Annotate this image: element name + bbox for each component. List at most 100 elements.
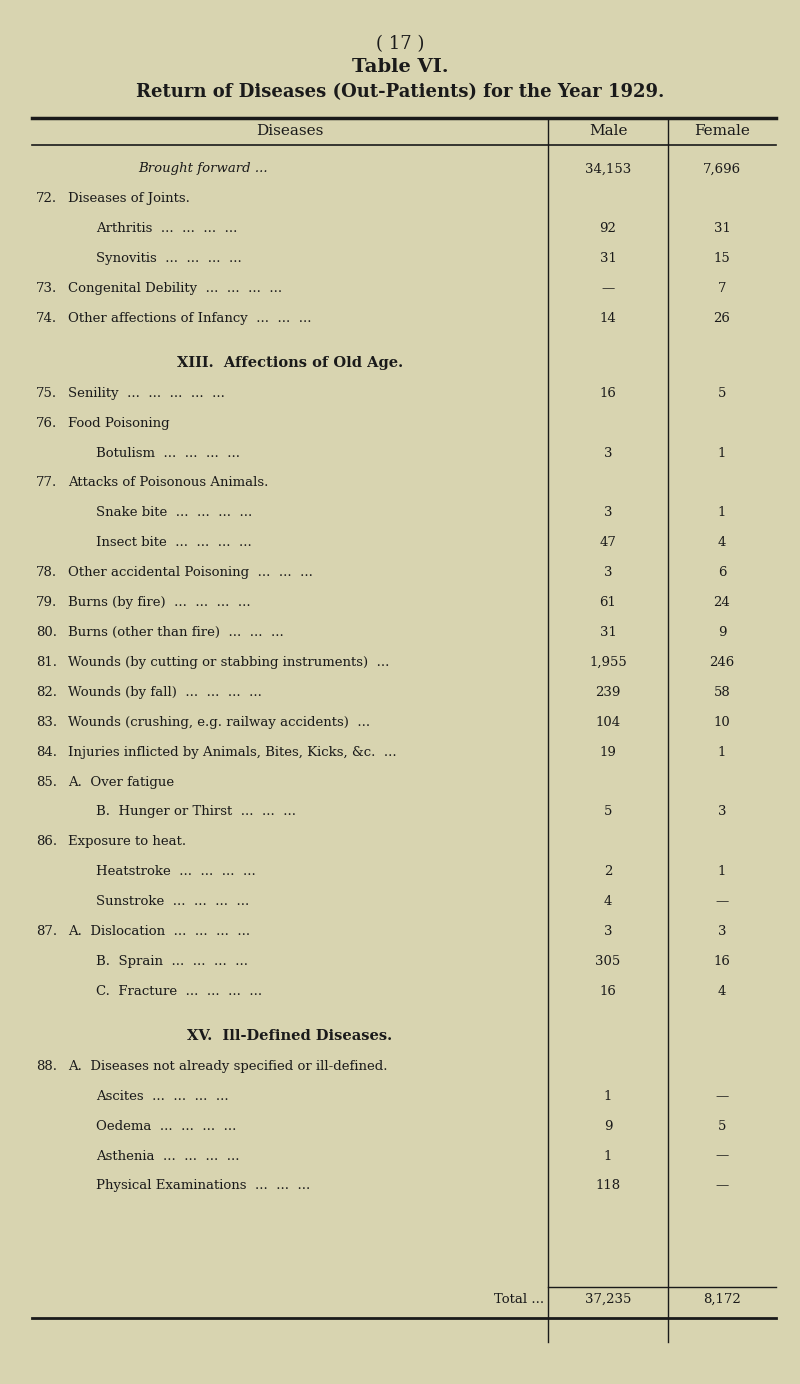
Text: Injuries inflicted by Animals, Bites, Kicks, &c.  ...: Injuries inflicted by Animals, Bites, Ki… [68,746,397,758]
Text: 3: 3 [604,507,612,519]
Text: Other accidental Poisoning  ...  ...  ...: Other accidental Poisoning ... ... ... [68,566,313,579]
Text: Insect bite  ...  ...  ...  ...: Insect bite ... ... ... ... [96,536,252,549]
Text: —: — [715,1089,729,1103]
Text: 47: 47 [599,536,617,549]
Text: Physical Examinations  ...  ...  ...: Physical Examinations ... ... ... [96,1179,310,1193]
Text: 16: 16 [714,955,730,967]
Text: 7,696: 7,696 [703,162,741,176]
Text: 5: 5 [604,805,612,818]
Text: Wounds (crushing, e.g. railway accidents)  ...: Wounds (crushing, e.g. railway accidents… [68,716,370,729]
Text: 31: 31 [599,626,617,639]
Text: 84.: 84. [36,746,57,758]
Text: —: — [715,1150,729,1163]
Text: 3: 3 [718,805,726,818]
Text: 82.: 82. [36,686,57,699]
Text: Asthenia  ...  ...  ...  ...: Asthenia ... ... ... ... [96,1150,239,1163]
Text: 4: 4 [604,895,612,908]
Text: A.  Over fatigue: A. Over fatigue [68,775,174,789]
Text: 72.: 72. [36,192,57,205]
Text: XIII.  Affections of Old Age.: XIII. Affections of Old Age. [177,356,403,371]
Text: B.  Sprain  ...  ...  ...  ...: B. Sprain ... ... ... ... [96,955,248,967]
Text: 9: 9 [718,626,726,639]
Text: C.  Fracture  ...  ...  ...  ...: C. Fracture ... ... ... ... [96,985,262,998]
Text: Botulism  ...  ...  ...  ...: Botulism ... ... ... ... [96,447,240,459]
Text: 104: 104 [595,716,621,729]
Text: Burns (other than fire)  ...  ...  ...: Burns (other than fire) ... ... ... [68,626,284,639]
Text: 80.: 80. [36,626,57,639]
Text: 75.: 75. [36,386,57,400]
Text: —: — [715,1179,729,1193]
Text: 61: 61 [599,597,617,609]
Text: Table VI.: Table VI. [352,58,448,76]
Text: Sunstroke  ...  ...  ...  ...: Sunstroke ... ... ... ... [96,895,250,908]
Text: A.  Diseases not already specified or ill-defined.: A. Diseases not already specified or ill… [68,1060,387,1073]
Text: 1,955: 1,955 [589,656,627,668]
Text: 92: 92 [599,223,617,235]
Text: Wounds (by fall)  ...  ...  ...  ...: Wounds (by fall) ... ... ... ... [68,686,262,699]
Text: 4: 4 [718,536,726,549]
Text: 5: 5 [718,1120,726,1132]
Text: Food Poisoning: Food Poisoning [68,417,170,429]
Text: A.  Dislocation  ...  ...  ...  ...: A. Dislocation ... ... ... ... [68,925,250,938]
Text: Congenital Debility  ...  ...  ...  ...: Congenital Debility ... ... ... ... [68,282,282,295]
Text: 83.: 83. [36,716,57,729]
Text: Total ...: Total ... [494,1293,544,1306]
Text: 8,172: 8,172 [703,1293,741,1306]
Text: 3: 3 [604,447,612,459]
Text: 246: 246 [710,656,734,668]
Text: 10: 10 [714,716,730,729]
Text: Diseases: Diseases [256,125,324,138]
Text: 37,235: 37,235 [585,1293,631,1306]
Text: 1: 1 [718,507,726,519]
Text: 3: 3 [604,925,612,938]
Text: 1: 1 [604,1089,612,1103]
Text: 5: 5 [718,386,726,400]
Text: 9: 9 [604,1120,612,1132]
Text: 26: 26 [714,311,730,325]
Text: 16: 16 [599,985,617,998]
Text: 239: 239 [595,686,621,699]
Text: Female: Female [694,125,750,138]
Text: 86.: 86. [36,836,57,848]
Text: Return of Diseases (Out-Patients) for the Year 1929.: Return of Diseases (Out-Patients) for th… [136,83,664,101]
Text: 31: 31 [714,223,730,235]
Text: 87.: 87. [36,925,57,938]
Text: 24: 24 [714,597,730,609]
Text: 78.: 78. [36,566,57,579]
Text: Other affections of Infancy  ...  ...  ...: Other affections of Infancy ... ... ... [68,311,311,325]
Text: 4: 4 [718,985,726,998]
Text: 88.: 88. [36,1060,57,1073]
Text: Snake bite  ...  ...  ...  ...: Snake bite ... ... ... ... [96,507,252,519]
Text: 77.: 77. [36,476,58,490]
Text: Synovitis  ...  ...  ...  ...: Synovitis ... ... ... ... [96,252,242,266]
Text: Burns (by fire)  ...  ...  ...  ...: Burns (by fire) ... ... ... ... [68,597,250,609]
Text: Ascites  ...  ...  ...  ...: Ascites ... ... ... ... [96,1089,229,1103]
Text: XV.  Ill-Defined Diseases.: XV. Ill-Defined Diseases. [187,1030,393,1044]
Text: 1: 1 [718,865,726,879]
Text: —: — [715,895,729,908]
Text: 1: 1 [718,447,726,459]
Text: 74.: 74. [36,311,57,325]
Text: 19: 19 [599,746,617,758]
Text: 16: 16 [599,386,617,400]
Text: Wounds (by cutting or stabbing instruments)  ...: Wounds (by cutting or stabbing instrumen… [68,656,390,668]
Text: 7: 7 [718,282,726,295]
Text: 2: 2 [604,865,612,879]
Text: Male: Male [589,125,627,138]
Text: Attacks of Poisonous Animals.: Attacks of Poisonous Animals. [68,476,268,490]
Text: 31: 31 [599,252,617,266]
Text: ( 17 ): ( 17 ) [376,35,424,53]
Text: Diseases of Joints.: Diseases of Joints. [68,192,190,205]
Text: 6: 6 [718,566,726,579]
Text: Oedema  ...  ...  ...  ...: Oedema ... ... ... ... [96,1120,236,1132]
Text: 85.: 85. [36,775,57,789]
Text: 76.: 76. [36,417,58,429]
Text: 81.: 81. [36,656,57,668]
Text: 34,153: 34,153 [585,162,631,176]
Text: —: — [602,282,614,295]
Text: 1: 1 [604,1150,612,1163]
Text: Senility  ...  ...  ...  ...  ...: Senility ... ... ... ... ... [68,386,225,400]
Text: 305: 305 [595,955,621,967]
Text: Arthritis  ...  ...  ...  ...: Arthritis ... ... ... ... [96,223,238,235]
Text: 79.: 79. [36,597,58,609]
